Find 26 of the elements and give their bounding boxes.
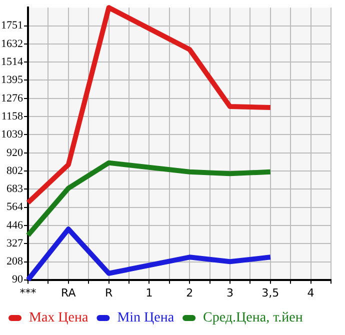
- x-tick-label: 1: [146, 286, 153, 300]
- y-tick-label: 802: [6, 164, 23, 177]
- y-tick-label: 1514: [1, 56, 24, 68]
- x-tick-label: 4: [307, 286, 314, 300]
- y-tick-label: 920: [6, 146, 24, 159]
- y-tick-label: 1395: [1, 74, 24, 86]
- y-tick-label: 1158: [1, 110, 24, 122]
- y-tick-label: 1039: [1, 128, 24, 141]
- x-tick-label: 3,5: [262, 286, 280, 300]
- y-tick-label: 208: [6, 256, 24, 268]
- y-tick-label: 1276: [1, 92, 24, 104]
- x-tick-label: RA: [61, 286, 76, 300]
- y-tick-label: 683: [6, 183, 24, 196]
- y-tick-label: 1751: [1, 20, 23, 32]
- x-tick-label: R: [104, 286, 113, 300]
- legend-label: Max Цена: [29, 310, 89, 326]
- x-tick-label: ***: [20, 286, 37, 300]
- y-tick-label: 564: [6, 201, 24, 214]
- y-tick-label: 446: [6, 219, 24, 232]
- legend-label: Сред.Цена, т.йен: [203, 310, 304, 326]
- legend-label: Min Цена: [117, 310, 175, 326]
- x-tick-label: 3: [226, 286, 234, 300]
- y-tick-label: 1632: [1, 38, 23, 50]
- x-tick-label: 2: [186, 286, 194, 300]
- y-tick-label: 90: [12, 274, 24, 286]
- y-tick-label: 327: [6, 237, 24, 250]
